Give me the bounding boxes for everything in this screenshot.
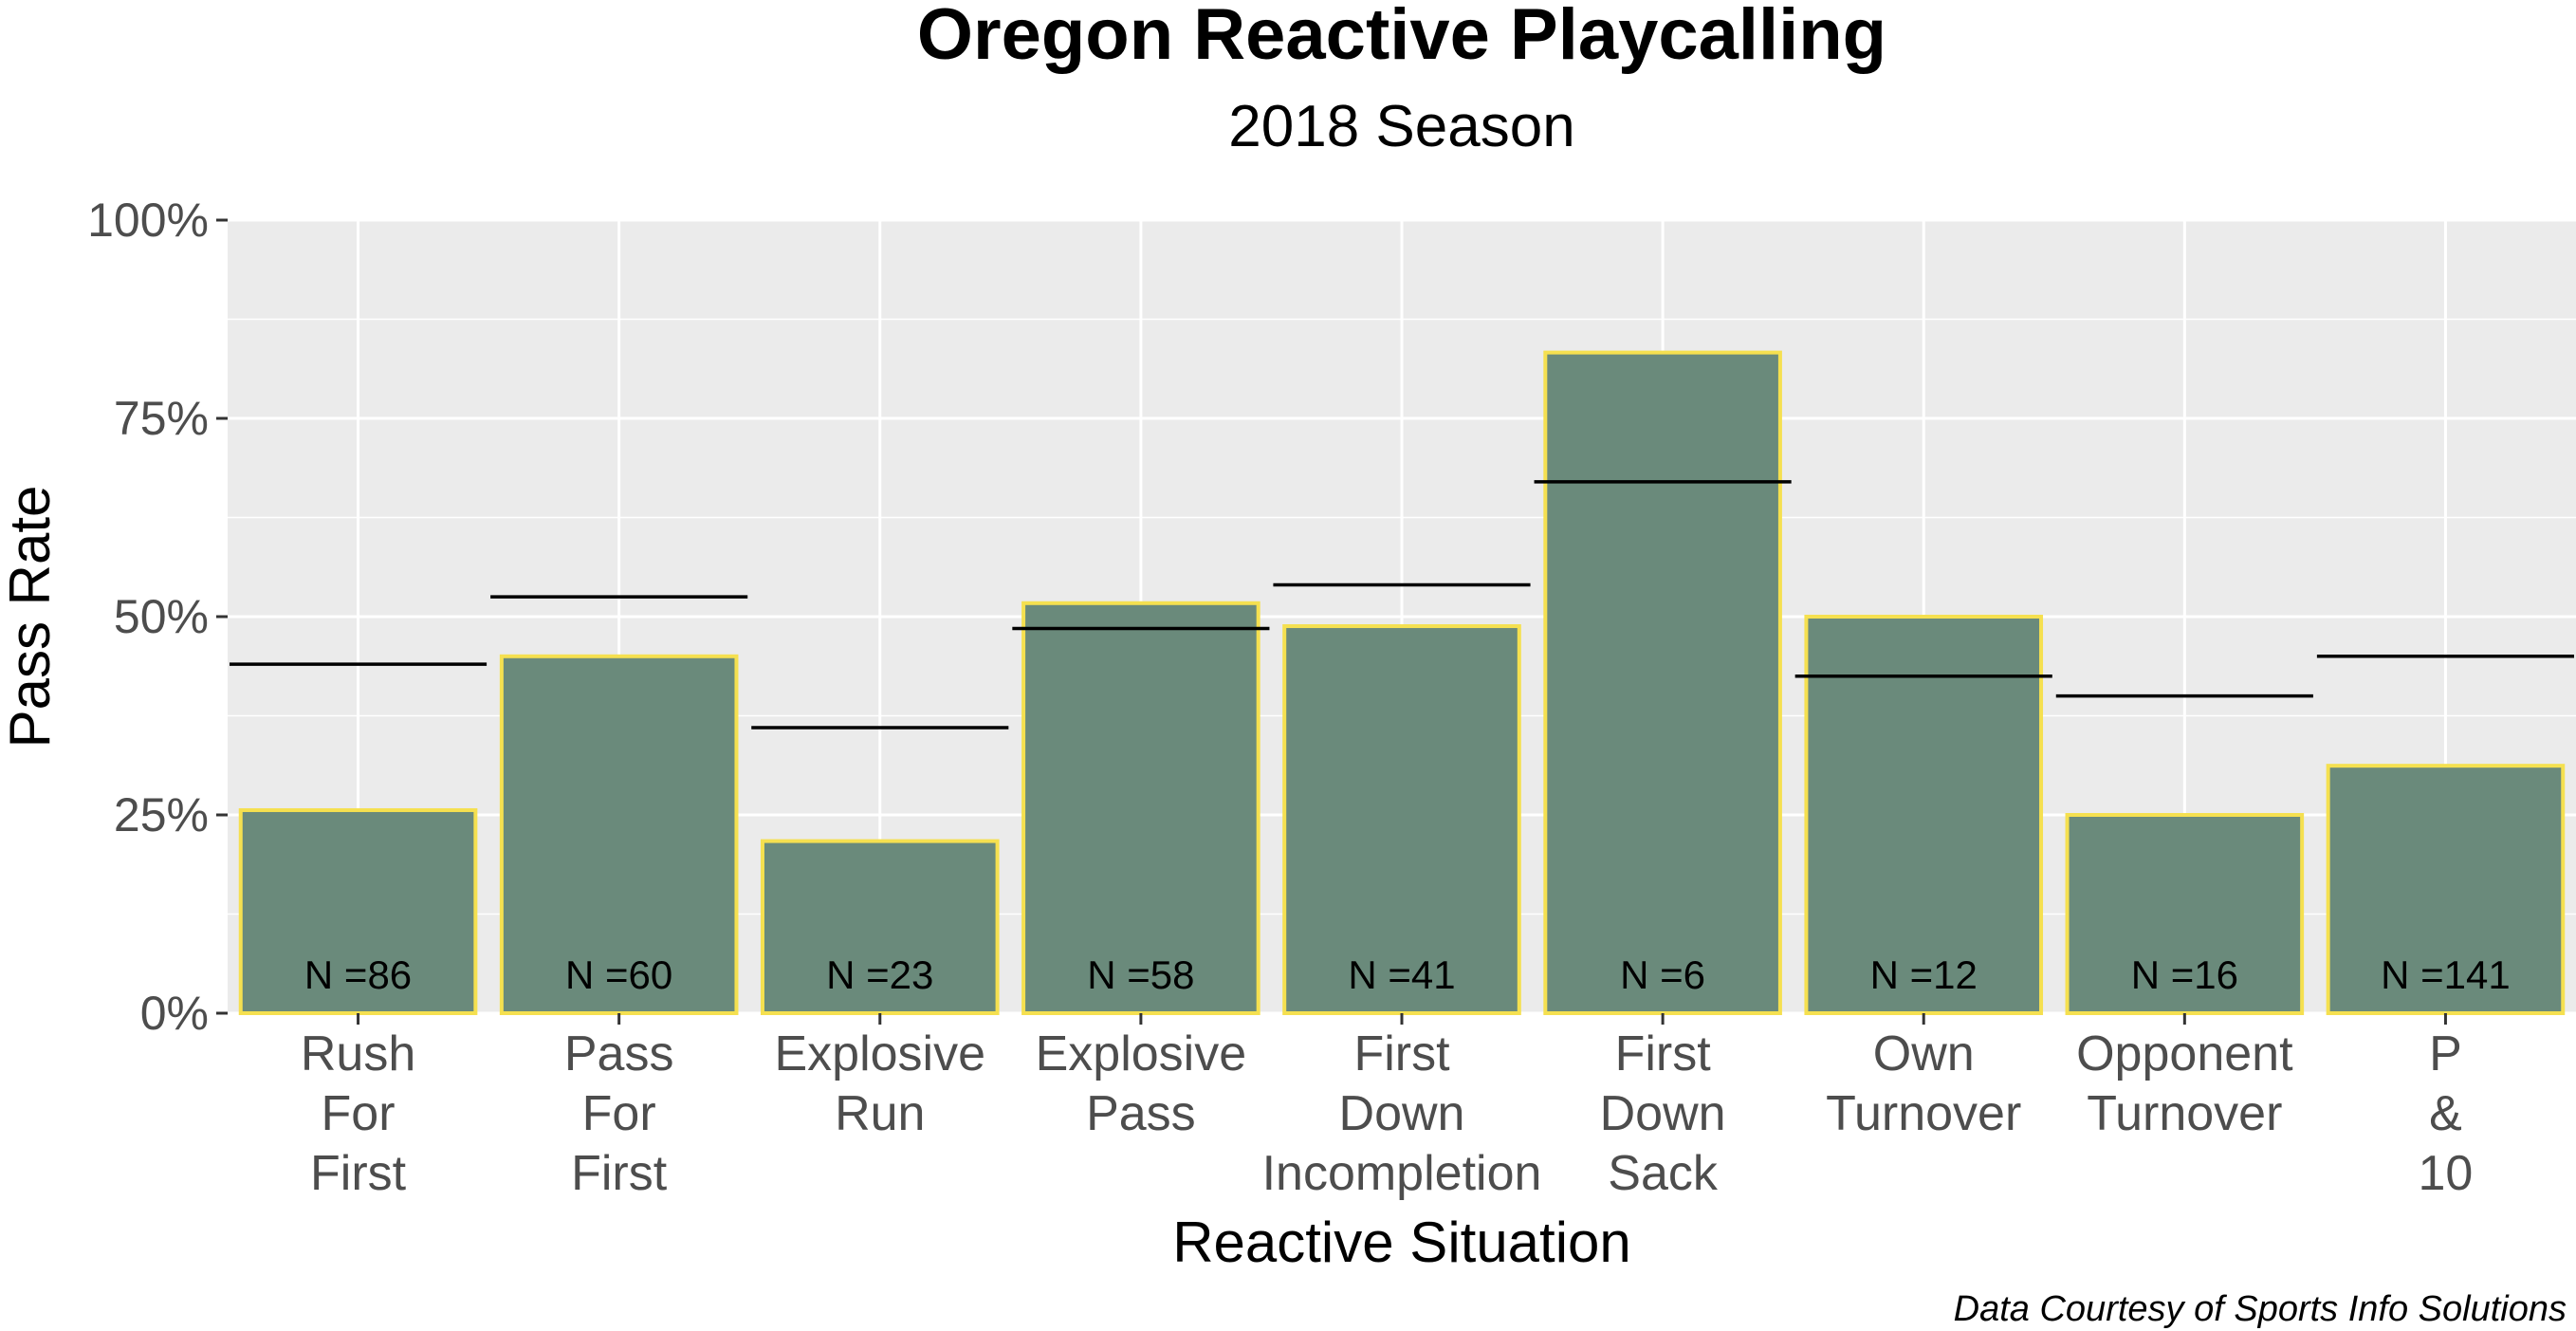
x-tick-label: First (571, 1146, 668, 1201)
y-axis-title: Pass Rate (0, 486, 62, 749)
bar (238, 807, 478, 1016)
bar (1021, 601, 1260, 1016)
bars-layer (238, 350, 2566, 1016)
y-tick-label: 0% (140, 987, 209, 1040)
x-tick-label: Down (1339, 1086, 1465, 1141)
n-label: N =16 (2131, 952, 2238, 997)
bar (2065, 813, 2305, 1015)
x-tick-label: Explosive (1036, 1026, 1247, 1081)
n-label: N =58 (1087, 952, 1194, 997)
x-tick-label: For (582, 1086, 656, 1141)
n-label: N =141 (2381, 952, 2511, 997)
bar (1804, 615, 2044, 1015)
x-tick-label: Explosive (774, 1026, 985, 1081)
caption: Data Courtesy of Sports Info Solutions (1954, 1289, 2567, 1329)
bar (499, 654, 739, 1015)
chart-title: Oregon Reactive Playcalling (917, 0, 1886, 75)
x-tick-label: For (322, 1086, 396, 1141)
bar (760, 839, 1000, 1016)
bar (1282, 624, 1521, 1015)
n-labels-layer: N =86 N =60 N =23 N =58 N =41 N =6 N =12 N =16 N… (304, 952, 2511, 997)
n-label: N =12 (1870, 952, 1978, 997)
n-label: N =60 (565, 952, 672, 997)
n-label: N =86 (304, 952, 412, 997)
reference-lines-layer (230, 480, 2574, 730)
x-tick-label: Incompletion (1262, 1146, 1542, 1201)
x-tick-label: Turnover (2087, 1086, 2282, 1141)
x-tick-label: Opponent (2076, 1026, 2293, 1081)
x-tick-label: Sack (1608, 1146, 1719, 1201)
n-label: N =6 (1620, 952, 1705, 997)
x-tick-label: & (2429, 1086, 2462, 1141)
x-axis: RushForFirstPassForFirstExplosiveRunExpl… (301, 1013, 2474, 1201)
x-tick-label: Own (1873, 1026, 1975, 1081)
x-tick-label: First (1615, 1026, 1712, 1081)
x-tick-label: Run (835, 1086, 925, 1141)
y-tick-label: 75% (114, 392, 209, 445)
bar (2326, 764, 2566, 1016)
x-axis-title: Reactive Situation (1172, 1211, 1631, 1274)
x-tick-label: Turnover (1826, 1086, 2021, 1141)
x-tick-label: Rush (301, 1026, 415, 1081)
chart-subtitle: 2018 Season (1228, 94, 1574, 159)
y-tick-label: 50% (114, 590, 209, 643)
bar (1543, 350, 1782, 1015)
x-tick-label: Down (1600, 1086, 1726, 1141)
x-tick-label: Pass (1086, 1086, 1196, 1141)
y-axis: 0% 25% 50% 75% 100% (87, 194, 228, 1040)
x-tick-label: Pass (564, 1026, 674, 1081)
x-tick-label: First (310, 1146, 407, 1201)
x-tick-label: P (2429, 1026, 2462, 1081)
n-label: N =41 (1348, 952, 1455, 997)
x-tick-label: First (1353, 1026, 1450, 1081)
y-tick-label: 25% (114, 788, 209, 841)
n-label: N =23 (826, 952, 933, 997)
x-tick-label: 10 (2419, 1146, 2474, 1201)
y-tick-label: 100% (87, 194, 209, 247)
